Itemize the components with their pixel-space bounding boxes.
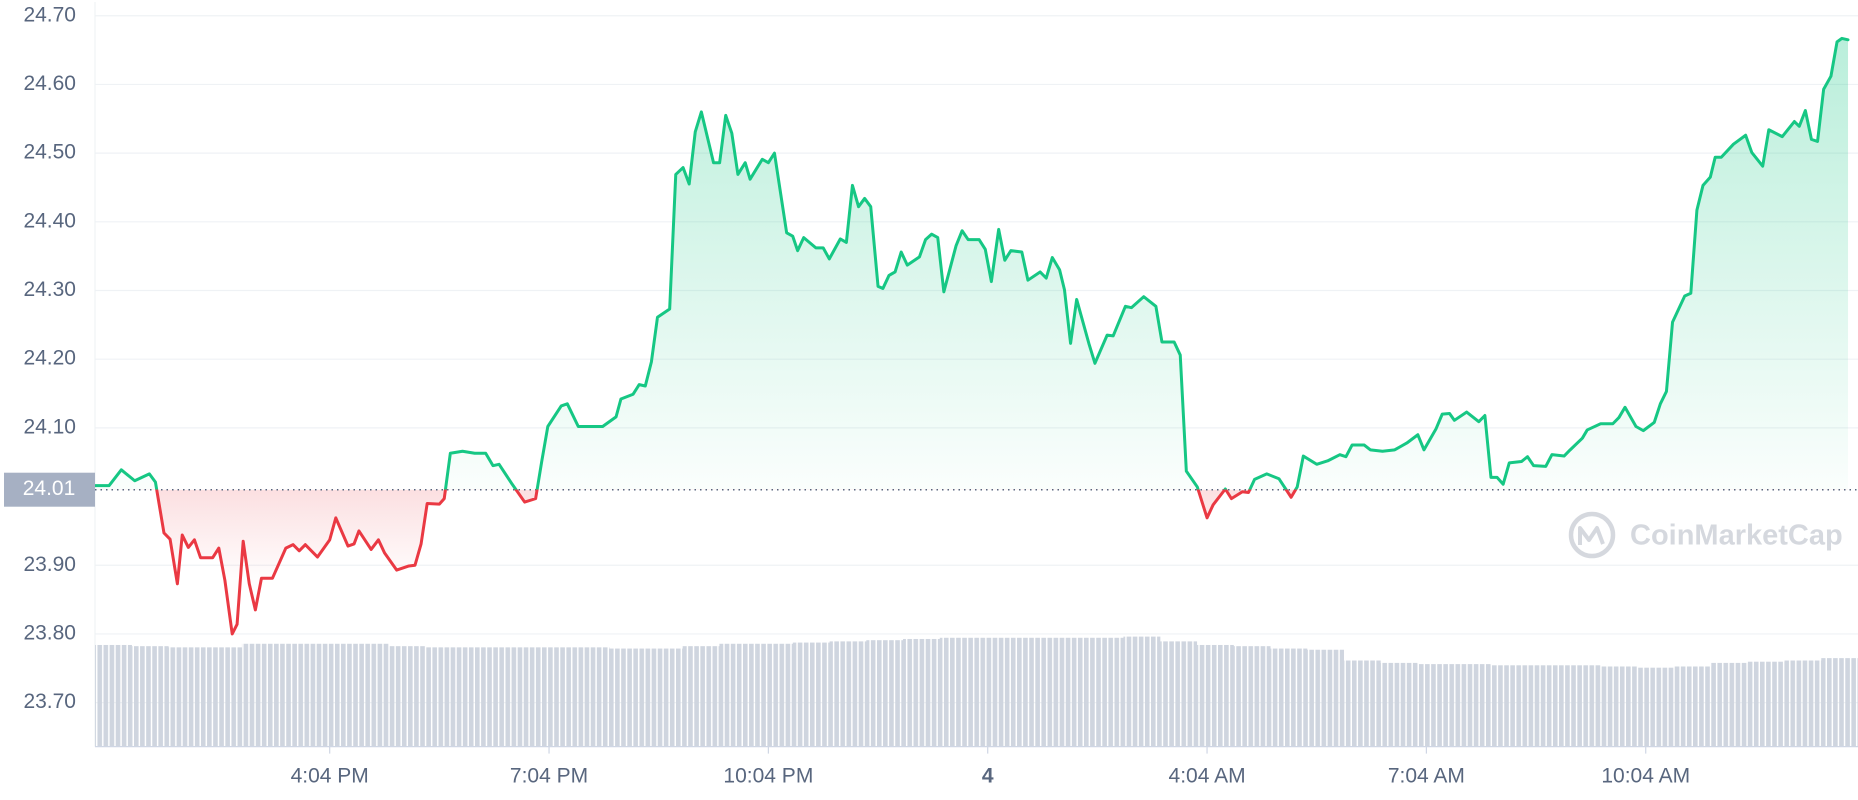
volume-bar — [866, 640, 904, 747]
volume-bar — [1784, 660, 1822, 747]
volume-bar — [425, 647, 463, 747]
x-tick-label: 10:04 AM — [1601, 765, 1690, 788]
x-tick-label: 7:04 AM — [1388, 765, 1465, 788]
volume-bar — [1196, 644, 1234, 747]
volume-bar — [1600, 666, 1638, 747]
volume-bar — [1674, 666, 1712, 747]
volume-bar — [1380, 662, 1418, 747]
volume-bar — [352, 643, 390, 747]
volume-bar — [1821, 658, 1858, 747]
volume-bar — [1049, 637, 1087, 747]
y-tick-label: 23.90 — [23, 553, 76, 576]
x-tick-label: 4 — [982, 765, 994, 788]
volume-bar — [572, 647, 610, 747]
volume-bar — [1123, 636, 1161, 747]
volume-bar — [1637, 667, 1675, 747]
volume-bar — [903, 638, 940, 747]
volume-bar — [205, 647, 243, 747]
y-tick-label: 24.40 — [23, 209, 76, 232]
y-tick-label: 24.50 — [23, 141, 76, 164]
x-tick-label: 10:04 PM — [723, 765, 813, 788]
y-tick-label: 23.80 — [23, 621, 76, 644]
volume-bar — [1564, 665, 1602, 747]
volume-bar — [1711, 662, 1749, 747]
baseline-label: 24.01 — [23, 477, 76, 500]
volume-bar — [976, 637, 1014, 747]
x-tick-label: 7:04 PM — [510, 765, 588, 788]
volume-bar — [1013, 637, 1051, 747]
volume-bar — [241, 643, 279, 747]
volume-bar — [168, 647, 206, 747]
volume-bar — [1453, 664, 1491, 747]
volume-bar — [1270, 648, 1308, 747]
volume-bar — [1527, 665, 1565, 747]
volume-bar — [756, 643, 794, 747]
volume-bar — [1747, 661, 1785, 747]
volume-bar — [939, 637, 977, 747]
y-tick-label: 24.10 — [23, 415, 76, 438]
volume-bar — [645, 648, 683, 747]
y-tick-label: 23.70 — [23, 690, 76, 713]
volume-bar — [1160, 641, 1198, 747]
watermark: CoinMarketCap — [1568, 511, 1843, 559]
y-tick-label: 24.60 — [23, 72, 76, 95]
volume-bar — [499, 647, 536, 747]
price-line — [93, 36, 1850, 636]
volume-bar — [315, 643, 353, 747]
y-tick-label: 24.20 — [23, 347, 76, 370]
volume-bar — [388, 646, 426, 747]
watermark-text: CoinMarketCap — [1630, 520, 1843, 552]
baseline-label-box — [4, 472, 95, 507]
volume-bar — [1307, 649, 1344, 747]
volume-bar — [1490, 665, 1528, 747]
y-tick-label: 24.30 — [23, 278, 76, 301]
volume-bar — [131, 646, 169, 747]
volume-bar — [1343, 660, 1381, 747]
volume-bar — [1233, 646, 1271, 747]
volume-bar — [792, 642, 830, 747]
volume-bar — [719, 643, 757, 747]
volume-bar — [1086, 637, 1124, 747]
x-tick-label: 4:04 PM — [291, 765, 369, 788]
volume-bar — [278, 643, 316, 747]
volume-bar — [535, 647, 573, 747]
y-tick-label: 24.70 — [23, 3, 76, 26]
area — [94, 38, 1849, 634]
volume-bar — [682, 646, 720, 747]
volume-bar — [609, 648, 647, 747]
volume-bar — [1417, 664, 1455, 747]
volume-bar — [95, 644, 132, 747]
volume-bar — [829, 641, 867, 747]
volume-bar — [462, 647, 500, 747]
x-tick-label: 4:04 AM — [1169, 765, 1246, 788]
